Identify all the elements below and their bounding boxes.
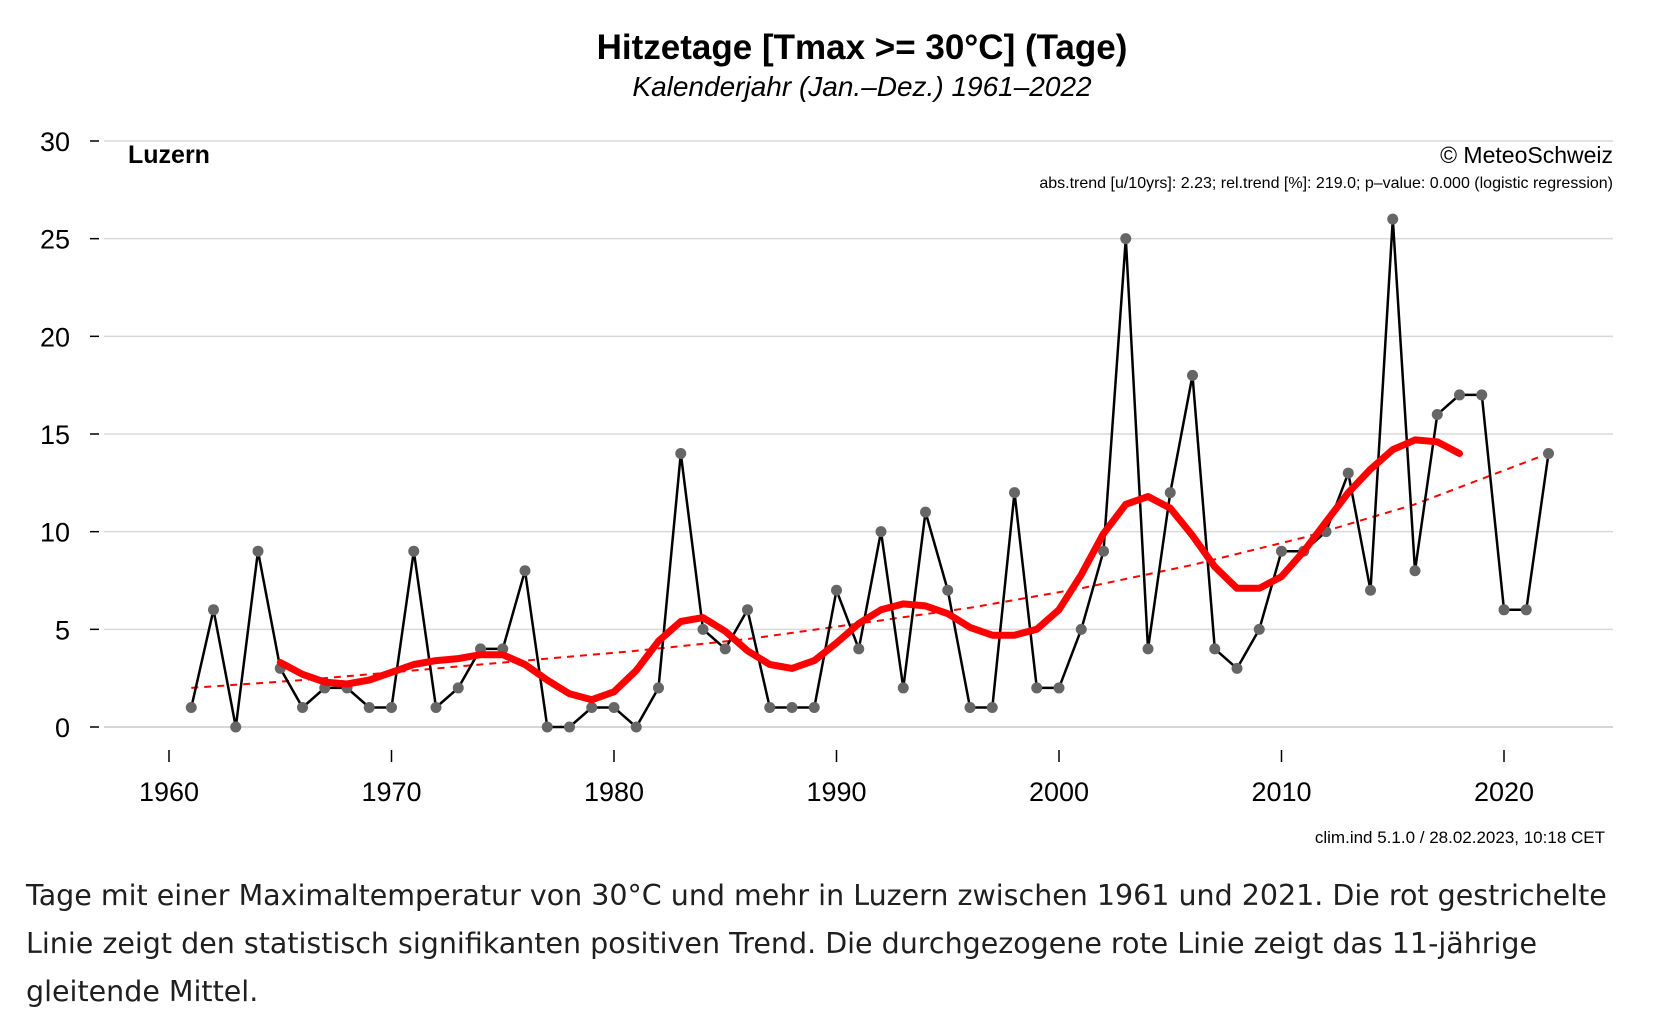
hitzetage-chart: Hitzetage [Tmax >= 30°C] (Tage) Kalender… [40,28,1613,847]
data-point [1476,389,1488,401]
data-point [1276,545,1287,557]
data-point [653,682,664,694]
footer-label: clim.ind 5.1.0 / 28.02.2023, 10:18 CET [1315,828,1605,847]
data-point [630,721,642,733]
data-point [185,701,197,713]
x-tick-label: 1980 [584,777,644,807]
chart-title: Hitzetage [Tmax >= 30°C] (Tage) [597,28,1128,67]
moving-average-layer [276,436,1463,704]
y-tick-label: 20 [40,322,70,352]
data-point [920,506,931,518]
data-point [564,721,575,733]
data-point [608,701,620,713]
x-tick-label: 1970 [361,777,421,807]
data-point [1454,389,1465,401]
data-point [1498,604,1510,616]
data-point [1164,487,1176,499]
data-point [675,448,687,460]
chart-subtitle: Kalenderjahr (Jan.–Dez.) 1961–2022 [632,71,1092,102]
chart-area: Hitzetage [Tmax >= 30°C] (Tage) Kalender… [40,28,1613,847]
axes: 0 5 10 15 20 25 30 1960 1970 1980 1990 2000 2010 2020 [40,127,1534,807]
data-point [1342,467,1354,479]
x-tick-label: 2000 [1029,777,1089,807]
data-point [1409,565,1421,577]
data-point [386,701,397,713]
trend-info-label: abs.trend [u/10yrs]: 2.23; rel.trend [%]… [1039,175,1613,192]
data-point [786,701,798,713]
data-point [986,701,998,713]
annual-series-layer [185,213,1554,733]
x-tick-label: 1960 [139,777,199,807]
x-tick-label: 2010 [1251,777,1311,807]
y-tick-label: 5 [55,615,70,645]
data-point [1543,448,1554,460]
copyright-label: © MeteoSchweiz [1440,142,1613,168]
station-label: Luzern [128,141,210,169]
x-tick-label: 2020 [1474,777,1534,807]
data-point [764,701,776,713]
data-point [1387,213,1399,225]
data-point [897,682,909,694]
moving-average-line [276,436,1463,704]
data-point [230,721,242,733]
figure-caption: Tage mit einer Maximaltemperatur von 30°… [26,879,1607,1008]
data-point [942,584,954,596]
data-point [1075,623,1087,635]
data-point [541,721,553,733]
data-point [742,604,753,616]
data-point [831,584,842,596]
data-point [1031,682,1043,694]
data-point [1520,604,1532,616]
data-point [297,701,308,713]
data-point [1253,623,1265,635]
y-tick-label: 25 [40,225,70,255]
y-tick-label: 15 [40,420,70,450]
trend-line-layer [191,452,1549,689]
data-point [1431,408,1443,420]
data-point [208,604,219,616]
data-point [1365,584,1376,596]
y-tick-label: 10 [40,518,70,548]
data-point [519,565,531,577]
data-point [875,526,887,538]
data-point [697,623,709,635]
data-point [363,701,375,713]
data-point [1142,643,1154,655]
data-point [430,701,442,713]
data-point [586,701,598,713]
data-point [1187,369,1198,381]
data-point [408,545,420,557]
y-tick-label: 0 [55,713,70,743]
data-point [1120,233,1132,245]
data-point [452,682,464,694]
data-point [808,701,820,713]
grid-lines [104,140,1613,728]
data-point [1209,643,1221,655]
data-point [853,643,865,655]
x-tick-label: 1990 [806,777,866,807]
data-point [719,643,731,655]
data-point [1009,487,1020,499]
data-point [1098,545,1109,557]
data-point [1053,682,1065,694]
y-tick-label: 30 [40,127,70,157]
trend-line [191,452,1549,689]
data-point [252,545,264,557]
data-point [964,701,976,713]
data-point [1231,662,1243,674]
